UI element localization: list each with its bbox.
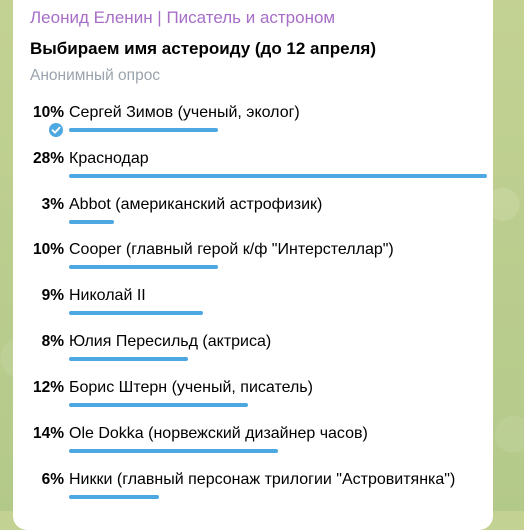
option-percent: 3%	[41, 196, 64, 213]
option-label: Борис Штерн (ученый, писатель)	[69, 379, 313, 396]
option-label: Николай II	[69, 287, 146, 304]
option-label: Cooper (главный герой к/ф "Интерстеллар"…	[69, 241, 394, 258]
option-result-bar	[69, 403, 248, 407]
option-result-bar	[69, 220, 114, 224]
option-percent: 6%	[41, 471, 64, 488]
option-result-bar	[69, 311, 203, 315]
option-percent: 12%	[32, 379, 64, 396]
poll-option[interactable]: 10% Сергей Зимов (ученый, эколог)	[13, 104, 493, 144]
option-result-bar	[69, 357, 188, 361]
poll-type-label: Анонимный опрос	[30, 67, 161, 84]
option-percent: 10%	[32, 241, 64, 258]
checkmark-icon	[49, 123, 63, 137]
poll-option[interactable]: 28% Краснодар	[13, 150, 493, 190]
option-label: Abbot (американский астрофизик)	[69, 196, 323, 213]
option-percent: 14%	[32, 425, 64, 442]
option-result-bar	[69, 174, 487, 178]
poll-message-bubble: Леонид Еленин | Писатель и астроном Выби…	[13, 0, 493, 530]
option-percent: 28%	[32, 150, 64, 167]
poll-option[interactable]: 8% Юлия Пересильд (актриса)	[13, 333, 493, 373]
option-percent: 9%	[41, 287, 64, 304]
poll-option[interactable]: 14% Ole Dokka (норвежский дизайнер часов…	[13, 425, 493, 465]
option-percent: 8%	[41, 333, 64, 350]
poll-option[interactable]: 6% Никки (главный персонаж трилогии "Аст…	[13, 471, 493, 511]
sender-name[interactable]: Леонид Еленин | Писатель и астроном	[30, 8, 336, 27]
poll-question: Выбираем имя астероиду (до 12 апреля)	[30, 39, 377, 58]
option-result-bar	[69, 128, 218, 132]
option-percent: 10%	[32, 104, 64, 121]
option-result-bar	[69, 449, 278, 453]
option-label: Сергей Зимов (ученый, эколог)	[69, 104, 300, 121]
poll-option[interactable]: 10% Cooper (главный герой к/ф "Интерстел…	[13, 241, 493, 281]
option-result-bar	[69, 495, 159, 499]
option-label: Юлия Пересильд (актриса)	[69, 333, 272, 350]
option-label: Ole Dokka (норвежский дизайнер часов)	[69, 425, 368, 442]
option-label: Никки (главный персонаж трилогии "Астров…	[69, 471, 456, 488]
option-result-bar	[69, 265, 218, 269]
poll-option[interactable]: 9% Николай II	[13, 287, 493, 327]
option-label: Краснодар	[69, 150, 149, 167]
poll-option[interactable]: 3% Abbot (американский астрофизик)	[13, 196, 493, 236]
poll-option[interactable]: 12% Борис Штерн (ученый, писатель)	[13, 379, 493, 419]
